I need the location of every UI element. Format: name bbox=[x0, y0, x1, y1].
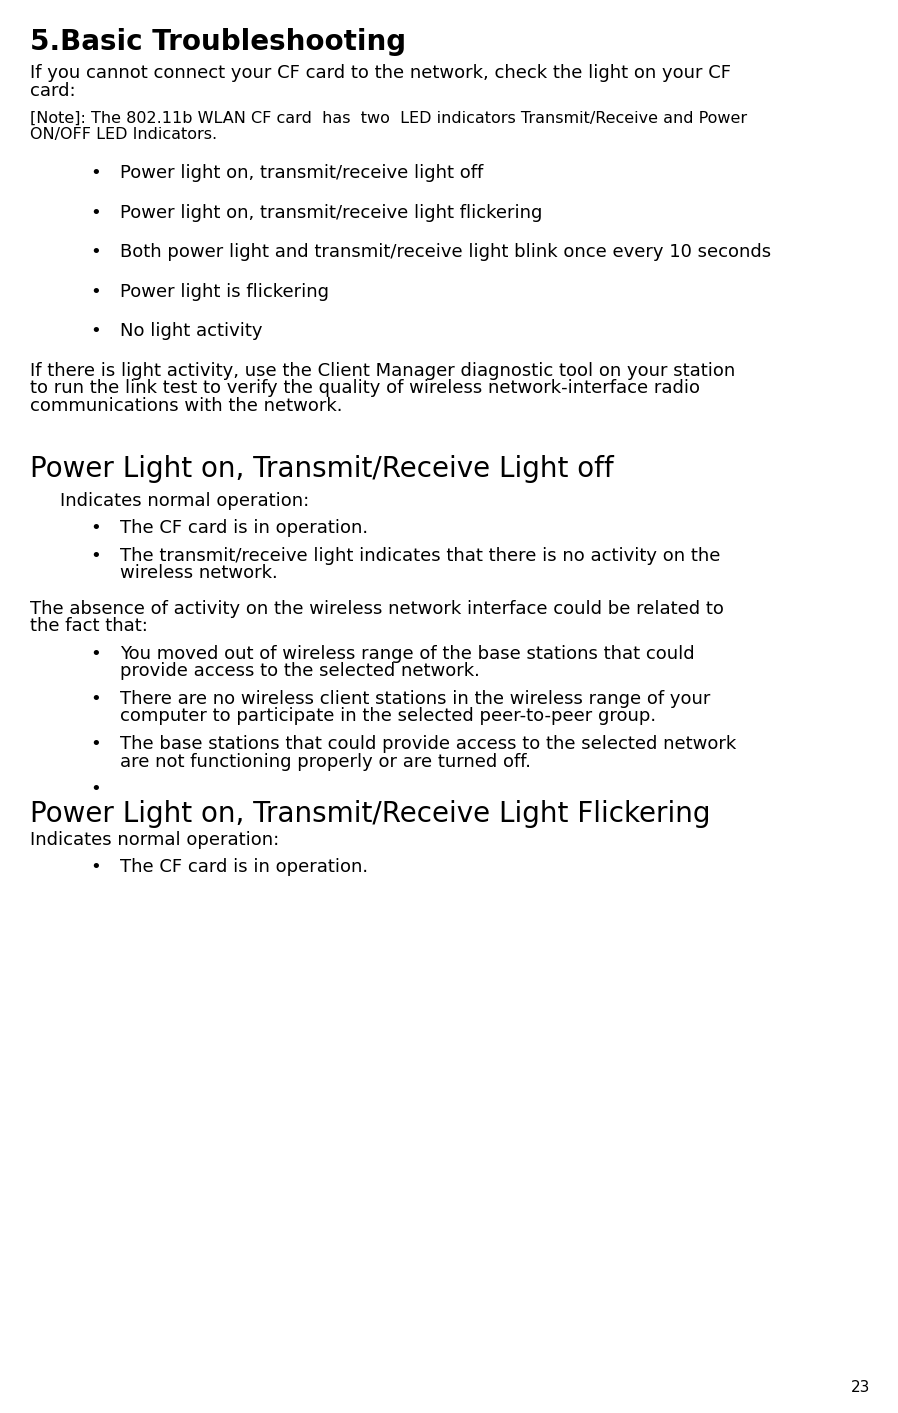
Text: card:: card: bbox=[30, 82, 75, 99]
Text: •: • bbox=[90, 780, 101, 798]
Text: •: • bbox=[90, 858, 101, 876]
Text: ON/OFF LED Indicators.: ON/OFF LED Indicators. bbox=[30, 127, 217, 141]
Text: No light activity: No light activity bbox=[120, 322, 262, 341]
Text: to run the link test to verify the quality of wireless network-interface radio: to run the link test to verify the quali… bbox=[30, 380, 700, 397]
Text: [Note]: The 802.11b WLAN CF card  has  two  LED indicators Transmit/Receive and : [Note]: The 802.11b WLAN CF card has two… bbox=[30, 112, 747, 126]
Text: communications with the network.: communications with the network. bbox=[30, 397, 342, 415]
Text: 23: 23 bbox=[850, 1381, 870, 1395]
Text: Indicates normal operation:: Indicates normal operation: bbox=[60, 492, 309, 510]
Text: Power light is flickering: Power light is flickering bbox=[120, 283, 329, 301]
Text: 5.Basic Troubleshooting: 5.Basic Troubleshooting bbox=[30, 28, 406, 57]
Text: You moved out of wireless range of the base stations that could: You moved out of wireless range of the b… bbox=[120, 644, 695, 663]
Text: •: • bbox=[90, 644, 101, 663]
Text: The base stations that could provide access to the selected network: The base stations that could provide acc… bbox=[120, 735, 736, 753]
Text: •: • bbox=[90, 243, 101, 261]
Text: Power light on, transmit/receive light off: Power light on, transmit/receive light o… bbox=[120, 164, 483, 182]
Text: Power Light on, Transmit/Receive Light off: Power Light on, Transmit/Receive Light o… bbox=[30, 455, 613, 483]
Text: The absence of activity on the wireless network interface could be related to: The absence of activity on the wireless … bbox=[30, 599, 724, 617]
Text: •: • bbox=[90, 519, 101, 537]
Text: Power Light on, Transmit/Receive Light Flickering: Power Light on, Transmit/Receive Light F… bbox=[30, 800, 710, 828]
Text: The CF card is in operation.: The CF card is in operation. bbox=[120, 858, 368, 876]
Text: computer to participate in the selected peer-to-peer group.: computer to participate in the selected … bbox=[120, 708, 656, 725]
Text: The CF card is in operation.: The CF card is in operation. bbox=[120, 519, 368, 537]
Text: Indicates normal operation:: Indicates normal operation: bbox=[30, 831, 279, 849]
Text: If there is light activity, use the Client Manager diagnostic tool on your stati: If there is light activity, use the Clie… bbox=[30, 362, 735, 380]
Text: provide access to the selected network.: provide access to the selected network. bbox=[120, 663, 480, 681]
Text: If you cannot connect your CF card to the network, check the light on your CF: If you cannot connect your CF card to th… bbox=[30, 64, 731, 82]
Text: the fact that:: the fact that: bbox=[30, 617, 148, 636]
Text: •: • bbox=[90, 203, 101, 222]
Text: •: • bbox=[90, 164, 101, 182]
Text: Both power light and transmit/receive light blink once every 10 seconds: Both power light and transmit/receive li… bbox=[120, 243, 771, 261]
Text: •: • bbox=[90, 283, 101, 301]
Text: The transmit/receive light indicates that there is no activity on the: The transmit/receive light indicates tha… bbox=[120, 547, 720, 565]
Text: wireless network.: wireless network. bbox=[120, 564, 277, 582]
Text: Power light on, transmit/receive light flickering: Power light on, transmit/receive light f… bbox=[120, 203, 542, 222]
Text: •: • bbox=[90, 735, 101, 753]
Text: are not functioning properly or are turned off.: are not functioning properly or are turn… bbox=[120, 753, 531, 770]
Text: •: • bbox=[90, 322, 101, 341]
Text: •: • bbox=[90, 547, 101, 565]
Text: •: • bbox=[90, 690, 101, 708]
Text: There are no wireless client stations in the wireless range of your: There are no wireless client stations in… bbox=[120, 690, 710, 708]
